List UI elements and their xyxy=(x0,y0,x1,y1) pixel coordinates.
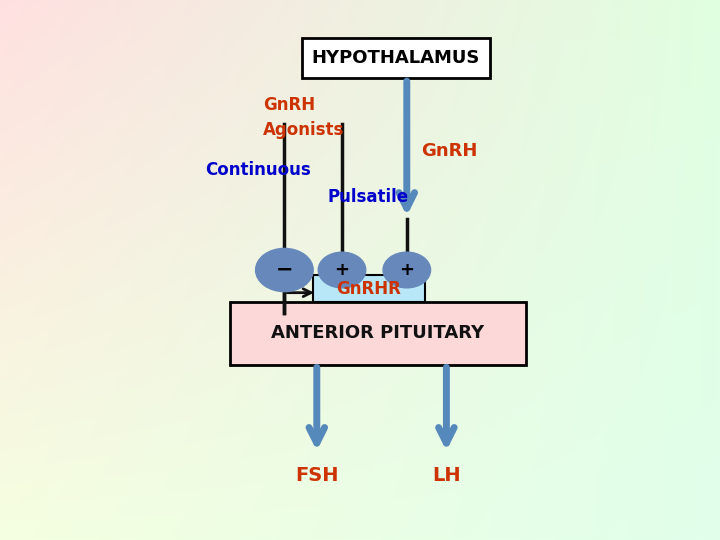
Text: LH: LH xyxy=(432,465,461,485)
Text: GnRH: GnRH xyxy=(263,96,315,114)
Text: ANTERIOR PITUITARY: ANTERIOR PITUITARY xyxy=(271,325,485,342)
Bar xyxy=(302,38,490,78)
Circle shape xyxy=(383,252,431,288)
Text: +: + xyxy=(335,261,349,279)
Text: Pulsatile: Pulsatile xyxy=(328,188,409,206)
Text: +: + xyxy=(400,261,414,279)
Text: GnRH: GnRH xyxy=(421,142,477,160)
Text: −: − xyxy=(276,260,293,280)
Circle shape xyxy=(256,248,313,292)
Text: Agonists: Agonists xyxy=(263,120,344,139)
Text: HYPOTHALAMUS: HYPOTHALAMUS xyxy=(312,49,480,67)
Text: FSH: FSH xyxy=(295,465,338,485)
Circle shape xyxy=(318,252,366,288)
Text: GnRHR: GnRHR xyxy=(336,280,402,298)
Text: Continuous: Continuous xyxy=(205,161,311,179)
Bar xyxy=(230,302,526,364)
Bar xyxy=(313,275,425,302)
